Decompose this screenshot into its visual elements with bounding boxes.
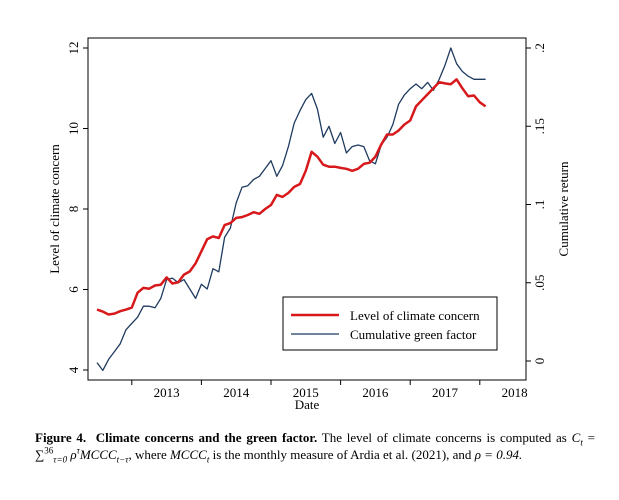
legend-label-green-factor: Cumulative green factor — [350, 327, 477, 342]
x-tick-label: 2018 — [502, 385, 528, 400]
right-axis: 0 .05 .1 .15 .2 — [526, 43, 547, 364]
x-tick-label: 2015 — [293, 385, 319, 400]
figure-caption: Figure 4. Climate concerns and the green… — [35, 429, 595, 465]
y-left-tick-label: 4 — [66, 366, 81, 373]
caption-rho: ρ = 0.94. — [474, 447, 523, 462]
y-axis-title-right: Cumulative return — [556, 161, 571, 256]
caption-mccc: MCCCt — [169, 447, 210, 465]
caption-text-1: The level of climate concerns is compute… — [321, 430, 567, 445]
x-tick-label: 2014 — [223, 385, 250, 400]
legend-label-climate-concern: Level of climate concern — [350, 308, 480, 323]
y-left-tick-label: 6 — [66, 286, 81, 293]
y-left-tick-label: 8 — [66, 206, 81, 213]
chart: 4 6 8 10 12 0 .05 .1 .15 .2 2013 2014 2015 2016 2017… — [47, 37, 571, 412]
y-left-tick-label: 12 — [66, 42, 81, 55]
caption-text-2: , where — [128, 447, 167, 462]
y-left-tick-label: 10 — [66, 122, 81, 135]
y-right-tick-label: .1 — [532, 200, 547, 210]
caption-formula: Ct = ∑36τ=0 ρτMCCCt−τ — [35, 430, 595, 465]
legend: Level of climate concern Cumulative gree… — [282, 296, 498, 351]
series-layer — [96, 47, 487, 372]
caption-label: Figure 4. — [35, 430, 87, 445]
y-axis-title-left: Level of climate concern — [47, 144, 62, 274]
x-axis-title: Date — [295, 397, 320, 412]
series-line-climate-concern — [96, 78, 487, 316]
legend-box — [282, 296, 498, 351]
y-right-tick-label: .2 — [532, 43, 547, 53]
y-right-tick-label: .15 — [532, 118, 547, 134]
x-tick-label: 2016 — [362, 385, 389, 400]
y-right-tick-label: .05 — [532, 275, 547, 291]
y-right-tick-label: 0 — [532, 358, 547, 365]
series-line-green-factor — [96, 47, 486, 372]
caption-text-3: is the monthly measure of Ardia et al. (… — [212, 447, 472, 462]
x-tick-label: 2017 — [432, 385, 459, 400]
caption-title: Climate concerns and the green factor. — [95, 430, 318, 445]
x-tick-label: 2013 — [154, 385, 180, 400]
bottom-axis: 2013 2014 2015 2016 2017 2018 — [131, 380, 528, 400]
left-axis: 4 6 8 10 12 — [66, 42, 88, 373]
